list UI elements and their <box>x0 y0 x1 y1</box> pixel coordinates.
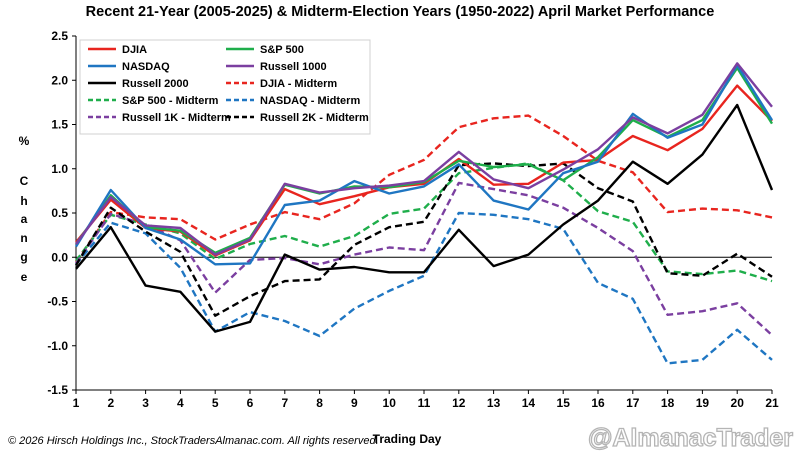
y-tick-label: 0.5 <box>51 206 68 220</box>
y-axis-title-char: % <box>19 134 30 148</box>
legend-label-djia-midterm: DJIA - Midterm <box>260 78 337 90</box>
series-line-russell-2000 <box>75 103 774 333</box>
x-tick-label: 7 <box>281 396 288 410</box>
legend-label-nasdaq: NASDAQ <box>122 61 170 73</box>
x-tick-label: 18 <box>661 396 675 410</box>
y-tick-label: -1.5 <box>47 383 68 397</box>
x-tick-label: 16 <box>591 396 605 410</box>
y-tick-label: 2.0 <box>51 73 68 87</box>
legend-box <box>79 39 371 135</box>
x-tick-label: 17 <box>626 396 640 410</box>
x-tick-label: 12 <box>452 396 466 410</box>
legend-label-nasdaq-midterm: NASDAQ - Midterm <box>260 95 360 107</box>
x-tick-label: 3 <box>142 396 149 410</box>
series-line-russell-1000 <box>75 62 773 256</box>
y-tick-label: 2.5 <box>51 29 68 43</box>
y-tick-label: 0.0 <box>51 250 68 264</box>
x-tick-label: 2 <box>107 396 114 410</box>
legend-label-russell-2k-midterm: Russell 2K - Midterm <box>260 112 369 124</box>
y-axis-title-char: e <box>21 270 28 284</box>
legend-label-russell-2000: Russell 2000 <box>122 78 189 90</box>
y-tick-label: -1.0 <box>47 339 68 353</box>
legend-label-s-p-500-midterm: S&P 500 - Midterm <box>122 95 219 107</box>
x-axis-title: Trading Day <box>373 432 442 446</box>
x-tick-label: 6 <box>247 396 254 410</box>
watermark-text: @AlmanacTrader <box>588 424 793 452</box>
y-axis-title-char: n <box>20 231 27 245</box>
y-axis-title-char: C <box>20 174 29 188</box>
series-line-russell-1k-midterm <box>75 181 773 336</box>
legend-label-djia: DJIA <box>122 44 147 56</box>
chart-title: Recent 21-Year (2005-2025) & Midterm-Ele… <box>86 4 715 20</box>
y-axis-title-char: a <box>21 212 28 226</box>
x-axis: 1 2 3 4 5 6 7 8 9 10 11 12 13 14 15 16 17 18 19 20 21 <box>73 390 779 410</box>
y-tick-label: -0.5 <box>47 295 68 309</box>
x-tick-label: 19 <box>696 396 710 410</box>
x-tick-label: 14 <box>522 396 536 410</box>
series-line-djia <box>75 84 773 257</box>
legend-label-russell-1k-midterm: Russell 1K - Midterm <box>122 112 231 124</box>
series-line-djia-midterm <box>75 114 773 263</box>
x-tick-label: 11 <box>418 396 431 410</box>
x-tick-label: 8 <box>316 396 323 410</box>
x-tick-label: 15 <box>557 396 571 410</box>
legend: DJIA S&P 500 NASDAQ Russell 1000 Russell 200… <box>79 39 371 135</box>
x-tick-label: 4 <box>177 396 184 410</box>
legend-label-russell-1000: Russell 1000 <box>260 61 327 73</box>
x-tick-label: 9 <box>351 396 358 410</box>
x-tick-label: 5 <box>212 396 219 410</box>
legend-label-s-p-500: S&P 500 <box>260 44 304 56</box>
y-tick-label: 1.5 <box>51 118 68 132</box>
x-tick-label: 13 <box>487 396 501 410</box>
x-tick-label: 10 <box>383 396 397 410</box>
series-line-nasdaq <box>74 63 774 266</box>
series-lines <box>74 62 774 365</box>
copyright-text: © 2026 Hirsch Holdings Inc., StockTrader… <box>8 435 379 447</box>
series-line-russell-2k-midterm <box>74 162 773 317</box>
y-axis-title-char: g <box>20 250 27 264</box>
series-line-s-p-500-midterm <box>75 162 773 283</box>
series-line-nasdaq-midterm <box>75 211 773 365</box>
x-tick-label: 20 <box>731 396 745 410</box>
y-axis-title-char: h <box>20 194 27 208</box>
y-axis: 2.5 2.0 1.5 1.0 0.5 0.0 -0.5 -1.0 -1.5 <box>47 29 76 397</box>
x-tick-label: 21 <box>765 396 779 410</box>
x-tick-label: 1 <box>73 396 80 410</box>
y-tick-label: 1.0 <box>51 162 68 176</box>
